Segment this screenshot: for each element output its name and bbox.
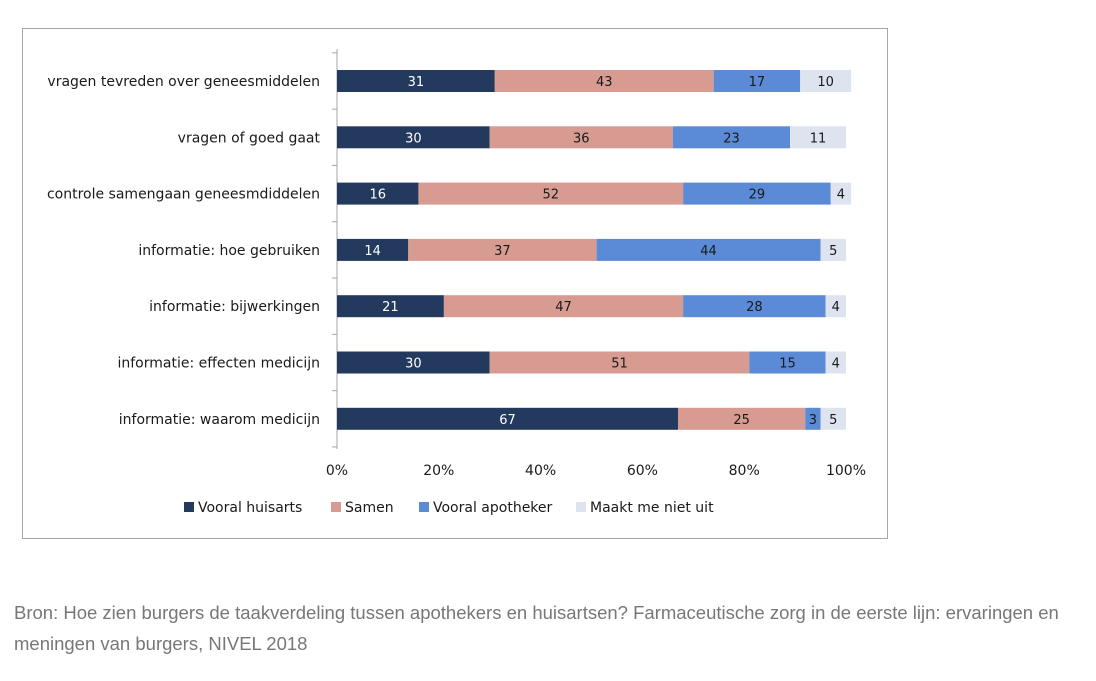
data-label: 37 [494,244,511,259]
data-label: 44 [700,244,717,259]
data-label: 21 [382,300,399,315]
bar-segment [337,407,679,430]
data-label: 5 [829,413,837,428]
bar-segment [790,126,846,149]
legend: Vooral huisarts Samen Vooral apotheker Maak… [184,500,714,516]
bar-segment [713,70,801,92]
data-label: 43 [596,75,613,90]
legend-label: Vooral huisarts [198,500,302,516]
labels-layer: vragen tevreden over geneesmiddelen vrage… [47,74,866,479]
bar-segment [489,351,750,374]
data-label: 30 [405,357,422,372]
bar-segment [408,238,597,261]
bar-segment [749,351,826,374]
bar-segment [337,238,409,261]
data-label: 67 [499,413,516,428]
bar-segment [337,70,495,92]
data-label: 17 [749,75,766,90]
legend-swatch [419,502,429,512]
data-label: 36 [573,131,590,146]
data-label: 31 [408,75,425,90]
data-label: 4 [837,188,845,203]
bar-segment [337,182,419,205]
bar-segment [337,351,490,374]
bar-segment [820,238,846,261]
bar-segment [678,407,806,430]
data-label: 23 [723,131,740,146]
legend-label: Samen [345,500,394,516]
data-label: 3 [809,413,817,428]
data-label: 16 [369,188,386,203]
category-label: controle samengaan geneesmdiddelen [47,187,320,203]
data-label: 14 [364,244,381,259]
data-label: 28 [746,300,763,315]
x-tick-label: 20% [423,463,454,479]
bar-segment [800,70,852,92]
bar-segment [443,295,684,318]
data-label: 15 [779,357,796,372]
legend-swatch [184,502,194,512]
category-label: informatie: hoe gebruiken [138,243,320,259]
category-label: informatie: effecten medicijn [117,356,320,372]
legend-label: Vooral apotheker [433,500,553,516]
x-tick-label: 40% [525,463,556,479]
bar-segment [337,126,490,149]
data-label: 51 [611,357,628,372]
axis-layer [332,49,338,449]
category-label: vragen tevreden over geneesmiddelen [47,74,320,90]
data-label: 30 [405,131,422,146]
chart-frame: vragen tevreden over geneesmiddelen vrage… [22,28,888,539]
bar-segment [494,70,714,92]
x-tick-label: 60% [627,463,658,479]
bar-segment [596,238,821,261]
bar-segment [672,126,791,149]
stacked-bar-chart: vragen tevreden over geneesmiddelen vrage… [47,49,866,516]
data-label: 47 [555,300,572,315]
bar-segment [489,126,673,149]
x-tick-label: 0% [326,463,348,479]
data-label: 25 [733,413,750,428]
bar-segment [418,182,684,205]
bar-segment [683,182,831,205]
category-label: informatie: waarom medicijn [119,412,320,428]
x-tick-label: 100% [826,463,866,479]
bars-layer [337,70,852,430]
bar-segment [825,351,846,374]
legend-swatch [576,502,586,512]
data-label: 4 [832,357,840,372]
source-caption: Bron: Hoe zien burgers de taakverdeling … [14,602,1059,654]
bar-segment [805,407,821,430]
data-label: 4 [832,300,840,315]
legend-swatch [331,502,341,512]
x-tick-label: 80% [729,463,760,479]
legend-label: Maakt me niet uit [590,500,714,516]
data-label: 52 [543,188,560,203]
data-label: 5 [829,244,837,259]
bar-segment [820,407,846,430]
data-label: 11 [810,131,827,146]
data-label: 10 [817,75,834,90]
category-label: vragen of goed gaat [178,130,321,146]
category-label: informatie: bijwerkingen [149,299,320,315]
bar-segment [337,295,444,318]
bar-segment [830,182,852,205]
data-label: 29 [749,188,766,203]
bar-segment [683,295,826,318]
bar-segment [825,295,846,318]
